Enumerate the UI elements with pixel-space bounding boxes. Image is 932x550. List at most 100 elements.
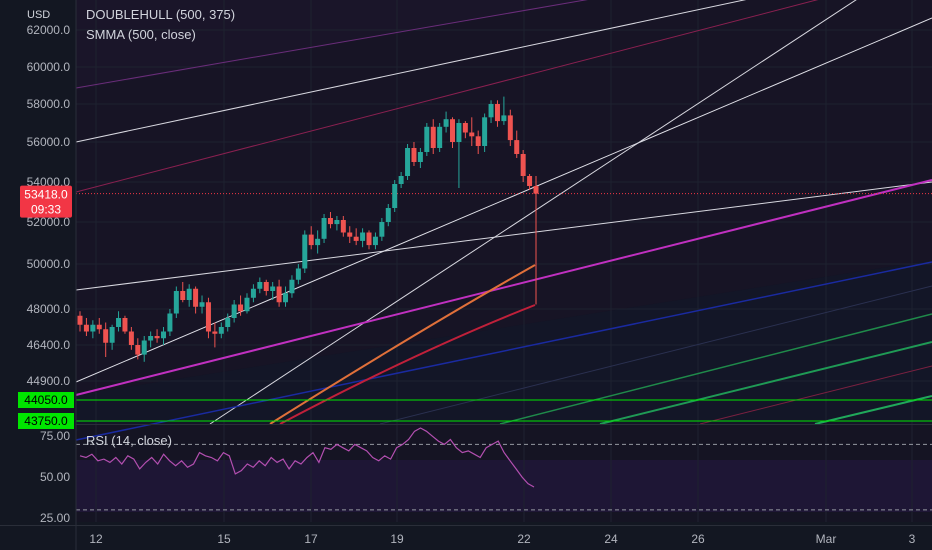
candle-body xyxy=(430,126,436,148)
candle-body xyxy=(193,288,199,307)
candle xyxy=(347,226,353,243)
candle-body xyxy=(514,140,520,154)
candle xyxy=(450,117,456,148)
candle-body xyxy=(302,234,308,269)
candle-body xyxy=(462,123,468,133)
lower-hull-band xyxy=(76,260,932,424)
candle-body xyxy=(83,324,89,332)
candle-body xyxy=(450,119,456,142)
candle-body xyxy=(475,136,481,146)
candle xyxy=(385,204,391,227)
candle xyxy=(167,309,173,336)
candle xyxy=(295,264,301,285)
candle xyxy=(456,119,462,188)
candle-body xyxy=(173,291,179,314)
time-tick-label: Mar xyxy=(816,532,837,546)
candle xyxy=(135,338,141,360)
candle xyxy=(308,226,314,250)
candle xyxy=(250,284,256,303)
candle xyxy=(379,218,385,241)
candle-body xyxy=(199,302,205,307)
candle-body xyxy=(96,324,102,330)
maroon-line-upper xyxy=(75,0,819,193)
candle xyxy=(225,313,231,332)
indicator-legend-smma[interactable]: SMMA (500, close) xyxy=(86,27,196,42)
candle xyxy=(193,286,199,314)
green-line-3 xyxy=(814,395,932,425)
price-tick-label: 58000.0 xyxy=(27,97,71,111)
candle xyxy=(494,100,500,127)
candle-body xyxy=(103,329,109,343)
candle-body xyxy=(257,282,263,289)
candle-body xyxy=(315,238,321,246)
candle-body xyxy=(353,236,359,241)
candle xyxy=(141,336,147,362)
candle-body xyxy=(77,315,83,325)
time-tick-label: 26 xyxy=(691,532,705,546)
candle xyxy=(360,228,366,248)
candle xyxy=(116,311,122,332)
candle-body xyxy=(276,286,282,303)
candle-countdown: 09:33 xyxy=(31,203,61,217)
time-tick-label: 19 xyxy=(390,532,404,546)
current-price-badge xyxy=(20,185,72,218)
candle xyxy=(180,282,186,303)
candle-body xyxy=(327,218,333,225)
candle-body xyxy=(501,115,507,122)
candle-body xyxy=(405,148,411,176)
candle xyxy=(148,331,154,348)
candle xyxy=(103,322,109,357)
candle xyxy=(411,142,417,166)
candle xyxy=(392,180,398,212)
candle-body xyxy=(109,327,115,343)
rsi-legend[interactable]: RSI (14, close) xyxy=(86,433,172,448)
candle-body xyxy=(469,132,475,137)
candle-body xyxy=(488,104,494,118)
candle xyxy=(462,121,468,139)
candle-body xyxy=(289,279,295,294)
candle xyxy=(122,315,128,334)
candle-body xyxy=(244,297,250,312)
white-channel-top xyxy=(75,0,747,143)
candle-body xyxy=(456,123,462,142)
candle-body xyxy=(295,268,301,280)
green-line-2 xyxy=(599,341,932,425)
candle-body xyxy=(270,286,276,291)
price-axis-panel xyxy=(0,0,76,550)
candle xyxy=(334,216,340,231)
price-tick-label: 60000.0 xyxy=(27,60,71,74)
price-tick-label: 44900.0 xyxy=(27,374,71,388)
time-tick-label: 15 xyxy=(217,532,231,546)
level-badge-value: 44050.0 xyxy=(24,393,68,407)
candle-body xyxy=(347,232,353,237)
price-tick-label: 52000.0 xyxy=(27,215,71,229)
blue-hull-line xyxy=(75,261,932,441)
candle xyxy=(77,311,83,332)
candle xyxy=(482,113,488,152)
upper-hull-band xyxy=(76,0,932,90)
candle-body xyxy=(437,126,443,148)
price-tick-label: 56000.0 xyxy=(27,135,71,149)
candle-body xyxy=(141,340,147,355)
candle xyxy=(96,318,102,334)
level-badge-value: 43750.0 xyxy=(24,414,68,428)
candle-body xyxy=(494,104,500,122)
candle xyxy=(199,295,205,314)
candle-body xyxy=(160,331,166,339)
level-badge-1 xyxy=(18,413,74,429)
rsi-tick-label: 50.00 xyxy=(40,470,70,484)
candle xyxy=(443,111,449,133)
candle xyxy=(109,324,115,350)
candle-body xyxy=(308,234,314,246)
candle-body xyxy=(212,331,218,334)
candle-body xyxy=(482,117,488,146)
indicator-legend-doublehull[interactable]: DOUBLEHULL (500, 375) xyxy=(86,7,236,22)
candle-body xyxy=(263,282,269,291)
candle xyxy=(270,282,276,300)
candle xyxy=(212,322,218,348)
candle-body xyxy=(366,232,372,246)
candle-body xyxy=(180,291,186,300)
candle-body xyxy=(507,115,513,141)
